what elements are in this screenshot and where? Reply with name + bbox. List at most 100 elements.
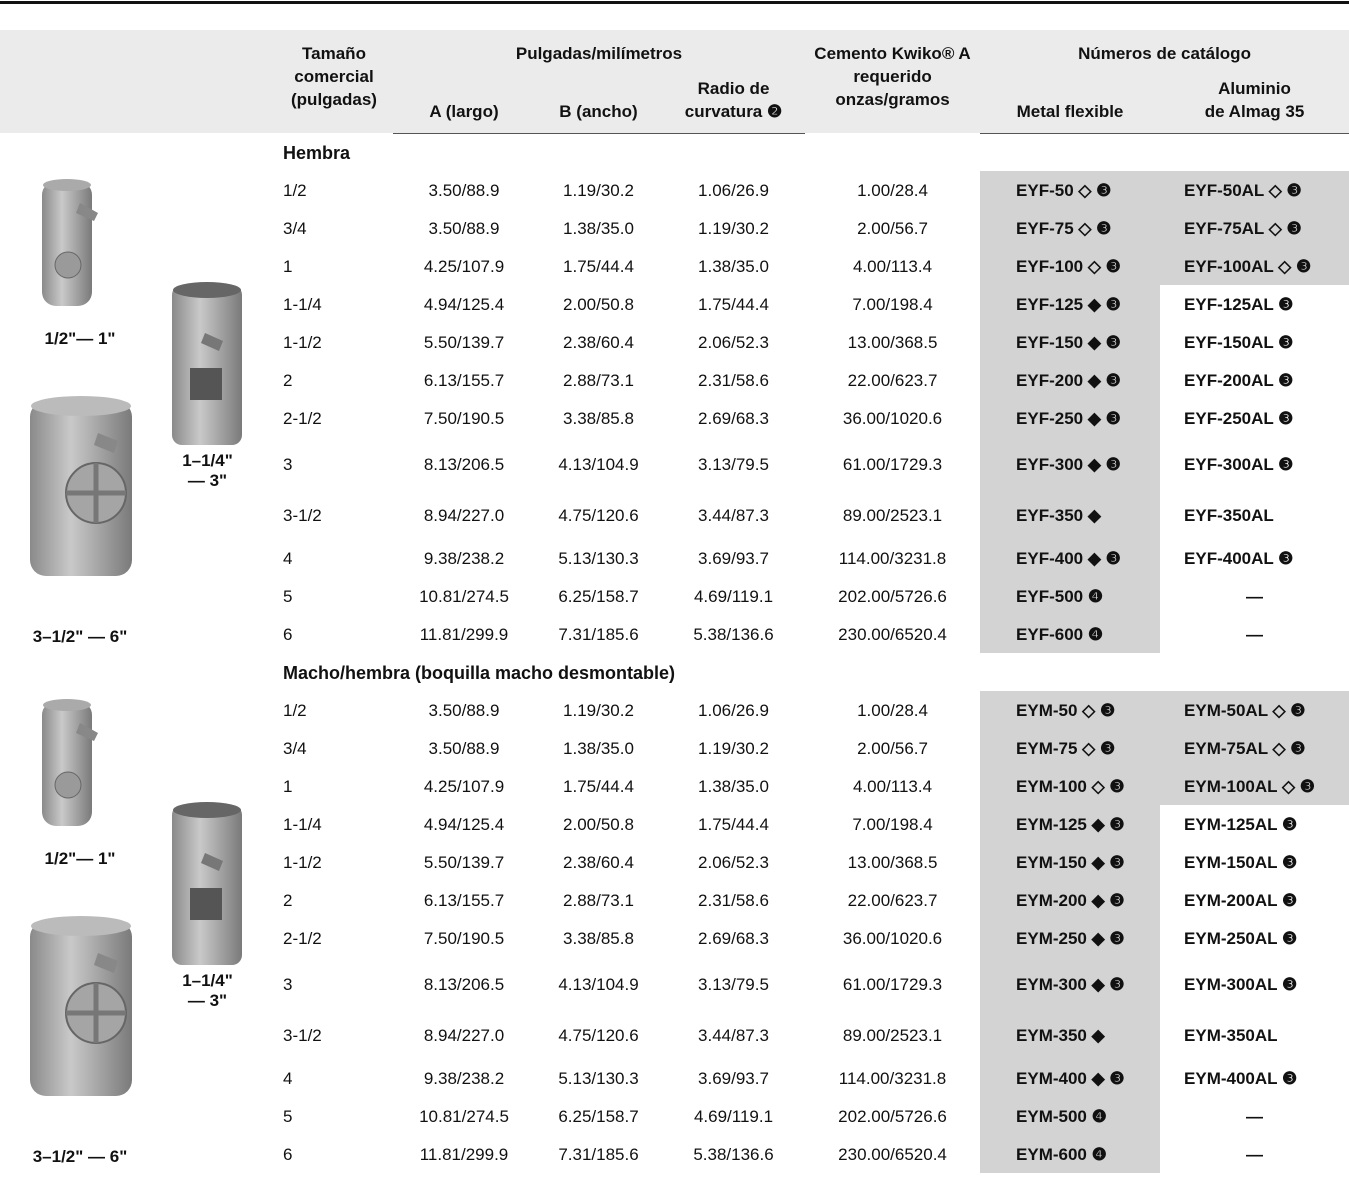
catalog-metal: EYM-50 ◇ ❸ — [980, 691, 1161, 729]
catalog-aluminum: EYF-250AL ❸ — [1184, 408, 1294, 428]
b-width: 1.38/35.0 — [563, 738, 634, 758]
size: 3/4 — [283, 738, 307, 758]
size: 1 — [283, 256, 293, 276]
catalog-metal: EYF-150 ◆ ❸ — [980, 323, 1161, 361]
product-images: 1/2"— 1" 1–1/4" — 3" 3–1/2" — 6" — [0, 133, 275, 653]
cement: 2.00/56.7 — [857, 738, 928, 758]
radius: 5.38/136.6 — [693, 624, 774, 644]
a-length: 4.94/125.4 — [423, 294, 505, 314]
cement: 2.00/56.7 — [857, 218, 928, 238]
radius: 4.69/119.1 — [693, 1106, 774, 1126]
radius: 2.69/68.3 — [698, 408, 769, 428]
b-width: 1.38/35.0 — [563, 218, 634, 238]
radius: 1.19/30.2 — [698, 218, 769, 238]
table-body: 1/2"— 1" 1–1/4" — 3" 3–1/2" — 6" Hembra 1… — [0, 133, 1349, 1173]
catalog-metal: EYM-200 ◆ ❸ — [980, 881, 1161, 919]
cement: 61.00/1729.3 — [842, 974, 943, 994]
cement: 36.00/1020.6 — [842, 928, 943, 948]
catalog-aluminum: EYF-400AL ❸ — [1184, 548, 1294, 568]
a-length: 7.50/190.5 — [423, 408, 505, 428]
size: 4 — [283, 1068, 293, 1088]
radius: 1.19/30.2 — [698, 738, 769, 758]
cement: 22.00/623.7 — [847, 370, 938, 390]
b-width: 6.25/158.7 — [558, 1106, 639, 1126]
cement: 230.00/6520.4 — [838, 1144, 947, 1164]
size: 4 — [283, 548, 293, 568]
data-row: 1-1/2 5.50/139.7 2.38/60.4 2.06/52.3 13.00/3… — [0, 843, 1349, 881]
a-length: 8.13/206.5 — [423, 454, 505, 474]
a-length: 11.81/299.9 — [419, 1144, 509, 1164]
data-row: 5 10.81/274.5 6.25/158.7 4.69/119.1 202.00/5… — [0, 577, 1349, 615]
radius: 1.06/26.9 — [698, 700, 769, 720]
cement: 89.00/2523.1 — [842, 505, 943, 525]
data-row: 1/2 3.50/88.9 1.19/30.2 1.06/26.9 1.00/28.4 E… — [0, 171, 1349, 209]
catalog-aluminum: EYF-125AL ❸ — [1184, 294, 1294, 314]
catalog-metal: EYF-250 ◆ ❸ — [980, 399, 1161, 437]
b-width: 1.75/44.4 — [563, 776, 634, 796]
image-cell: 1/2"— 1" 1–1/4" — 3" 3–1/2" — 6" — [0, 133, 275, 653]
product-images: 1/2"— 1" 1–1/4" — 3" 3–1/2" — 6" — [0, 653, 275, 1173]
catalog-metal: EYF-75 ◇ ❸ — [980, 209, 1161, 247]
size-label: 3–1/2" — 6" — [32, 1147, 128, 1166]
catalog-metal: EYF-125 ◆ ❸ — [980, 285, 1161, 323]
b-width: 4.75/120.6 — [558, 1025, 639, 1045]
catalog-metal: EYM-300 ◆ ❸ — [980, 957, 1161, 1011]
b-width: 2.00/50.8 — [563, 814, 634, 834]
data-row: 2 6.13/155.7 2.88/73.1 2.31/58.6 22.00/623.7… — [0, 361, 1349, 399]
b-width: 1.19/30.2 — [563, 700, 634, 720]
cement: 36.00/1020.6 — [842, 408, 943, 428]
a-length: 8.94/227.0 — [423, 505, 505, 525]
catalog-metal: EYM-150 ◆ ❸ — [980, 843, 1161, 881]
catalog-metal: EYM-400 ◆ ❸ — [980, 1059, 1161, 1097]
catalog-aluminum: EYF-300AL ❸ — [1184, 454, 1294, 474]
header-size: Tamaño comercial (pulgadas) — [275, 30, 393, 133]
catalog-aluminum: — — [1246, 1106, 1264, 1126]
catalog-metal: EYF-350 ◆ — [980, 491, 1161, 539]
catalog-aluminum: — — [1246, 624, 1264, 644]
radius: 1.75/44.4 — [698, 814, 769, 834]
catalog-metal: EYF-100 ◇ ❸ — [980, 247, 1161, 285]
size: 2-1/2 — [283, 928, 322, 948]
size: 5 — [283, 586, 293, 606]
cement: 7.00/198.4 — [852, 814, 933, 834]
catalog-metal: EYF-200 ◆ ❸ — [980, 361, 1161, 399]
top-rule — [0, 1, 1349, 4]
catalog-metal: EYF-500 ❹ — [980, 577, 1161, 615]
a-length: 3.50/88.9 — [428, 738, 500, 758]
radius: 3.44/87.3 — [698, 505, 769, 525]
radius: 4.69/119.1 — [693, 586, 774, 606]
header-radius: Radio de curvatura ❷ — [662, 66, 806, 134]
catalog-metal: EYM-600 ❹ — [980, 1135, 1161, 1173]
catalog-aluminum: EYM-75AL ◇ ❸ — [1160, 729, 1349, 767]
size-label: 3–1/2" — 6" — [32, 627, 128, 646]
fitting-large — [30, 916, 132, 1096]
radius: 1.38/35.0 — [698, 256, 769, 276]
a-length: 5.50/139.7 — [423, 332, 505, 352]
a-length: 4.94/125.4 — [423, 814, 505, 834]
size: 3/4 — [283, 218, 307, 238]
size: 1-1/4 — [283, 294, 322, 314]
a-length: 5.50/139.7 — [423, 852, 505, 872]
catalog-metal: EYM-75 ◇ ❸ — [980, 729, 1161, 767]
cement: 1.00/28.4 — [857, 180, 928, 200]
data-row: 2-1/2 7.50/190.5 3.38/85.8 2.69/68.3 36.00/1… — [0, 919, 1349, 957]
a-length: 10.81/274.5 — [419, 1106, 509, 1126]
radius: 1.06/26.9 — [698, 180, 769, 200]
catalog-aluminum: EYM-200AL ❸ — [1184, 890, 1298, 910]
data-row: 1-1/2 5.50/139.7 2.38/60.4 2.06/52.3 13.00/3… — [0, 323, 1349, 361]
data-row: 3-1/2 8.94/227.0 4.75/120.6 3.44/87.3 89.00/… — [0, 491, 1349, 539]
radius: 2.06/52.3 — [698, 852, 769, 872]
cement: 202.00/5726.6 — [838, 1106, 947, 1126]
data-row: 2-1/2 7.50/190.5 3.38/85.8 2.69/68.3 36.00/1… — [0, 399, 1349, 437]
b-width: 3.38/85.8 — [563, 928, 634, 948]
data-row: 1-1/4 4.94/125.4 2.00/50.8 1.75/44.4 7.00/19… — [0, 285, 1349, 323]
radius: 3.69/93.7 — [698, 1068, 769, 1088]
fitting-medium — [172, 282, 242, 445]
a-length: 6.13/155.7 — [423, 890, 505, 910]
cement: 61.00/1729.3 — [842, 454, 943, 474]
size: 6 — [283, 624, 293, 644]
cement: 114.00/3231.8 — [838, 1068, 947, 1088]
b-width: 1.75/44.4 — [563, 256, 634, 276]
size: 3-1/2 — [283, 1025, 322, 1045]
size: 3-1/2 — [283, 505, 322, 525]
